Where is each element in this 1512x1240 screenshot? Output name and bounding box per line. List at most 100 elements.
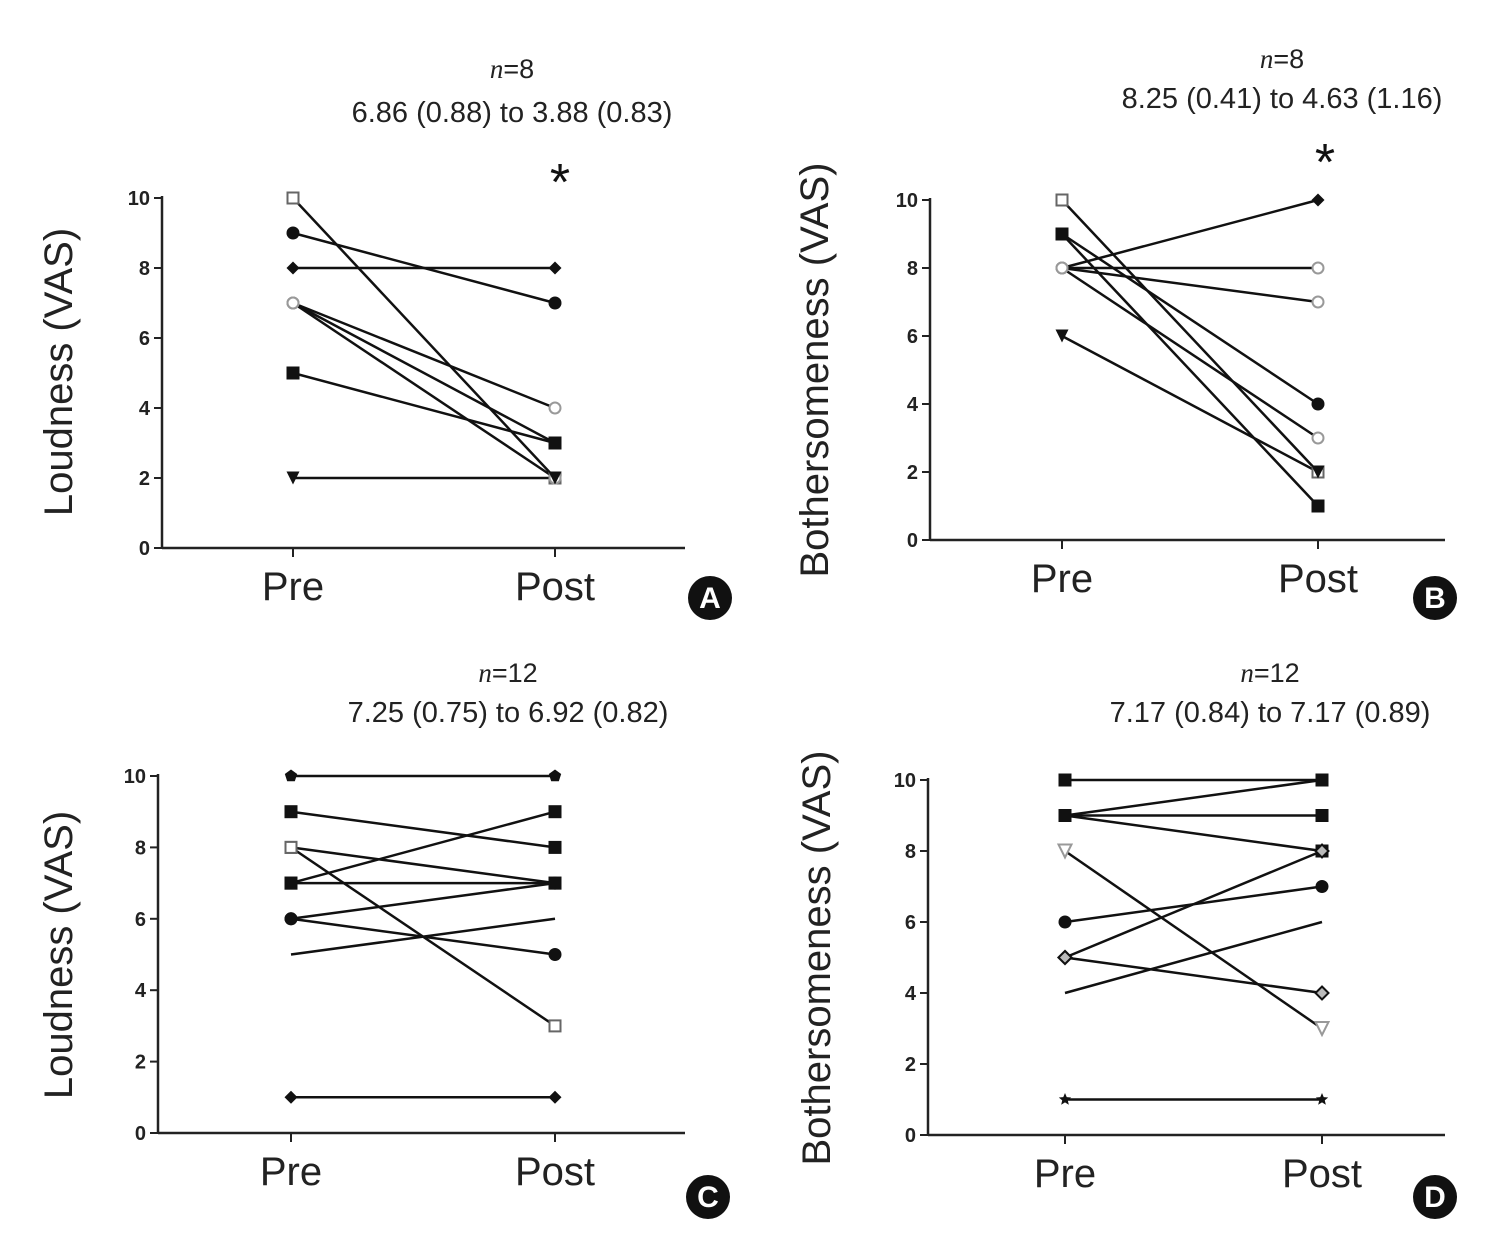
chart-c-series-line [290,810,556,885]
chart-d-panel-letter-circle [1413,1175,1457,1219]
chart-d-series-line [1064,814,1323,853]
chart-d-series-line [1064,849,1323,959]
chart-c-y-tick-label: 8 [135,837,146,859]
chart-d-n-label: n=12 [1240,658,1299,688]
chart-c-series-line [290,881,556,921]
chart-a-y-tick-label: 6 [139,328,150,350]
chart-a-point [548,261,562,275]
chart-c-panel-letter: C [686,1175,730,1219]
chart-d-summary: 7.17 (0.84) to 7.17 (0.89) [1110,697,1431,729]
chart-a-y-tick-label: 10 [128,188,150,210]
chart-d-point [1315,773,1329,787]
chart-d-y-tick-label: 10 [894,770,916,792]
chart-d-point [1314,985,1330,1001]
chart-b-series-line [1061,199,1319,473]
chart-d-series-line [1064,956,1323,995]
chart-a-y-tick-label: 0 [139,538,150,560]
chart-c-y-tick-label: 4 [135,980,147,1002]
chart-a-y-tick-label: 2 [139,468,150,490]
chart-c-series-line [290,810,556,849]
chart-b-point [1055,227,1069,241]
chart-b-point [1055,261,1069,275]
chart-d-point [1057,949,1073,966]
chart-a-series-line [292,197,556,479]
chart-b-series-line [1061,232,1319,406]
chart-b-y-tick-label: 8 [907,258,918,280]
chart-d-point [1056,843,1074,860]
chart-c-point [548,1090,562,1104]
chart-b-series-line [1061,233,1319,507]
chart-a: 0 2 4 6 8 10 Pre Post Loudness (VAS) n=8 6.86 (0.8… [37,54,732,620]
chart-d-series-line [1064,920,1323,995]
chart-d-series-line [1064,778,1323,817]
chart-a-x-tick-label: Post [515,565,595,609]
chart-c-point [548,840,562,854]
chart-a-summary: 6.86 (0.88) to 3.88 (0.83) [352,97,673,129]
chart-a-point [548,471,562,485]
chart-c-point [284,840,298,854]
chart-b: 0 2 4 6 8 10 Pre Post Bothersomeness (VAS) n=8 8.2… [793,44,1457,620]
chart-c-summary: 7.25 (0.75) to 6.92 (0.82) [348,697,669,729]
chart-b-series-line [1061,198,1319,270]
chart-a-n-label: n=8 [490,54,534,84]
chart-c-series-line [290,917,556,956]
chart-b-point [1311,193,1325,207]
chart-a-significance-star: * [550,154,570,212]
chart-c-point [284,1090,298,1104]
chart-b-point [1055,193,1069,207]
chart-b-panel-letter-text: B [1424,582,1446,615]
chart-a-series-line [292,301,556,480]
chart-b-point [1311,295,1325,309]
chart-b-point [1311,431,1325,445]
chart-a-series-line [292,371,556,445]
chart-b-point [1055,329,1069,343]
chart-d-point [1313,1021,1331,1038]
chart-a-point [548,436,562,450]
chart-a-point [548,296,562,310]
chart-a-x-tick-label: Pre [262,565,324,609]
chart-b-summary: 8.25 (0.41) to 4.63 (1.16) [1122,83,1443,115]
chart-c-point [548,948,562,961]
chart-a-y-axis-label: Loudness (VAS) [37,228,81,516]
chart-c-x-tick-label: Pre [260,1150,322,1194]
chart-b-y-tick-label: 10 [896,190,918,212]
chart-d-point [1058,773,1072,787]
chart-d-y-tick-label: 0 [905,1125,916,1147]
chart-b-point [1311,465,1325,479]
chart-a-series-line [292,301,556,410]
chart-d-x-tick-label: Post [1282,1152,1362,1196]
chart-a-point [286,226,300,240]
chart-a-point [286,296,300,310]
chart-a-series-line [292,301,556,445]
chart-a-panel-letter-circle [688,576,732,620]
chart-a-point [286,261,300,275]
chart-b-panel-letter: B [1413,576,1457,620]
chart-c-point [548,876,562,890]
chart-b-series-line [1061,266,1319,440]
chart-a-point [286,366,300,380]
chart-b-y-tick-label: 2 [907,462,918,484]
chart-c-panel-letter-circle [686,1175,730,1219]
chart-b-y-tick-label: 0 [907,530,918,552]
chart-c-series-line [290,846,556,885]
chart-d-x-tick-label: Pre [1034,1152,1096,1196]
chart-c-point [548,1019,562,1033]
chart-d-point [1058,809,1072,822]
chart-d-point [1058,1093,1072,1105]
chart-c-point [284,805,298,819]
chart-c-y-tick-label: 2 [135,1052,146,1074]
chart-b-point [1311,499,1325,513]
chart-b-y-tick-label: 4 [907,394,919,416]
chart-c-y-axis-label: Loudness (VAS) [37,811,81,1099]
chart-b-y-tick-label: 6 [907,326,918,348]
chart-b-x-tick-label: Post [1278,557,1358,601]
chart-d-y-tick-label: 2 [905,1054,916,1076]
chart-a-y-tick-label: 4 [139,398,151,420]
chart-b-panel-letter-circle [1413,576,1457,620]
chart-d-series-line [1064,849,1323,1030]
chart-c-y-tick-label: 0 [135,1123,146,1145]
chart-d-point [1058,915,1072,929]
chart-c-point [284,876,298,890]
chart-a-point [548,401,562,415]
